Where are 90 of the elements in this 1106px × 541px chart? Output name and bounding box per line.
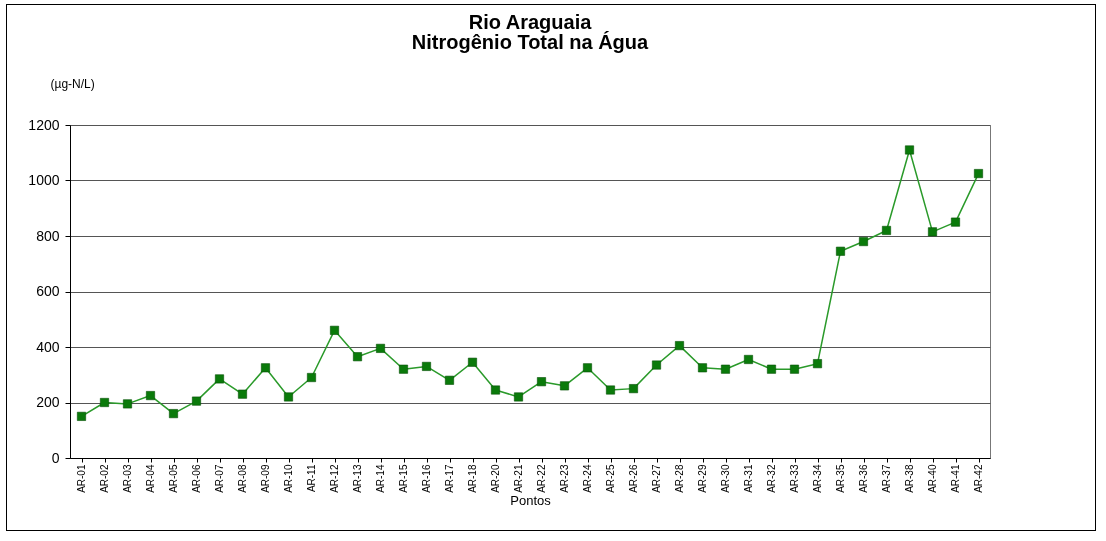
point [445, 375, 454, 385]
point [376, 343, 385, 353]
x-tick-label: AR-34 [812, 464, 823, 493]
x-tick-label: AR-24 [582, 464, 593, 493]
x-tick-label: AR-07 [214, 464, 225, 493]
x-tick-label: AR-30 [720, 464, 731, 493]
point [123, 399, 132, 409]
point [928, 227, 937, 237]
point [882, 225, 891, 235]
point [514, 392, 523, 402]
point [399, 364, 408, 374]
x-tick-label: AR-40 [927, 464, 938, 493]
x-tick-label: AR-17 [444, 464, 455, 493]
x-tick-label: AR-26 [628, 464, 639, 493]
point [675, 341, 684, 351]
x-tick-label: AR-11 [306, 464, 317, 493]
point [836, 246, 845, 256]
point [215, 374, 224, 384]
point [721, 364, 730, 374]
x-tick-label: AR-13 [352, 464, 363, 493]
point [491, 385, 500, 395]
x-tick-label: AR-32 [766, 464, 777, 493]
x-tick-label: AR-09 [260, 464, 271, 493]
x-tick-label: AR-04 [145, 464, 156, 493]
point [813, 359, 822, 369]
x-tick-label: AR-06 [191, 464, 202, 493]
x-tick-label: AR-21 [513, 464, 524, 493]
point [698, 363, 707, 373]
point [284, 392, 293, 402]
x-tick-label: AR-10 [283, 464, 294, 493]
point [169, 409, 178, 419]
point [77, 411, 86, 421]
point [606, 385, 615, 395]
y-tick-label: 1200 [28, 116, 60, 133]
x-tick-label: AR-28 [674, 464, 685, 493]
x-tick-label: AR-27 [651, 464, 662, 493]
point [146, 391, 155, 401]
x-tick-label: AR-36 [858, 464, 869, 493]
x-tick-label: AR-29 [697, 464, 708, 493]
x-tick-label: AR-35 [835, 464, 846, 493]
point [744, 355, 753, 364]
x-tick-label: AR-31 [743, 464, 754, 493]
point [238, 389, 247, 399]
point [560, 381, 569, 391]
x-tick-label: AR-12 [329, 464, 340, 493]
point [905, 145, 914, 155]
x-tick-label: AR-02 [99, 464, 110, 493]
x-axis-title: Pontos [510, 492, 552, 508]
y-tick-label: 0 [51, 449, 60, 466]
x-tick-label: AR-08 [237, 464, 248, 493]
y-tick-label: 400 [36, 338, 60, 355]
x-tick-label: AR-20 [490, 464, 501, 493]
x-tick-label: AR-01 [76, 464, 87, 493]
point [859, 237, 868, 247]
x-tick-label: AR-23 [559, 464, 570, 493]
point [537, 377, 546, 387]
x-tick-label: AR-15 [398, 464, 409, 493]
x-tick-label: AR-05 [168, 464, 179, 493]
point [307, 373, 316, 383]
point [330, 325, 339, 335]
point [767, 364, 776, 374]
y-tick-label: 200 [36, 394, 60, 410]
y-tick-label: 800 [36, 227, 60, 244]
chart-title: Rio Araguaia [468, 11, 593, 33]
point [192, 396, 201, 406]
point [629, 384, 638, 394]
x-tick-label: AR-41 [950, 464, 961, 493]
y-tick-label: 1000 [28, 172, 60, 188]
point [100, 398, 109, 407]
point [790, 364, 799, 374]
point [583, 363, 592, 373]
x-tick-label: AR-38 [904, 464, 915, 493]
x-tick-label: AR-16 [421, 464, 432, 493]
x-tick-label: AR-33 [789, 464, 800, 493]
point [353, 352, 362, 362]
point [468, 357, 477, 367]
point [951, 217, 960, 227]
x-tick-label: AR-22 [536, 464, 547, 493]
y-tick-label: 600 [36, 283, 60, 299]
x-tick-label: AR-25 [605, 464, 616, 493]
point [422, 361, 431, 371]
x-tick-label: AR-18 [467, 464, 478, 493]
x-tick-label: AR-03 [122, 464, 133, 493]
point [652, 360, 661, 370]
point [261, 363, 270, 373]
x-tick-label: AR-14 [375, 464, 386, 493]
y-axis-title: (µg-N/L) [50, 76, 95, 91]
point [974, 169, 983, 179]
x-tick-label: AR-42 [973, 464, 984, 493]
x-tick-label: AR-37 [881, 464, 892, 493]
